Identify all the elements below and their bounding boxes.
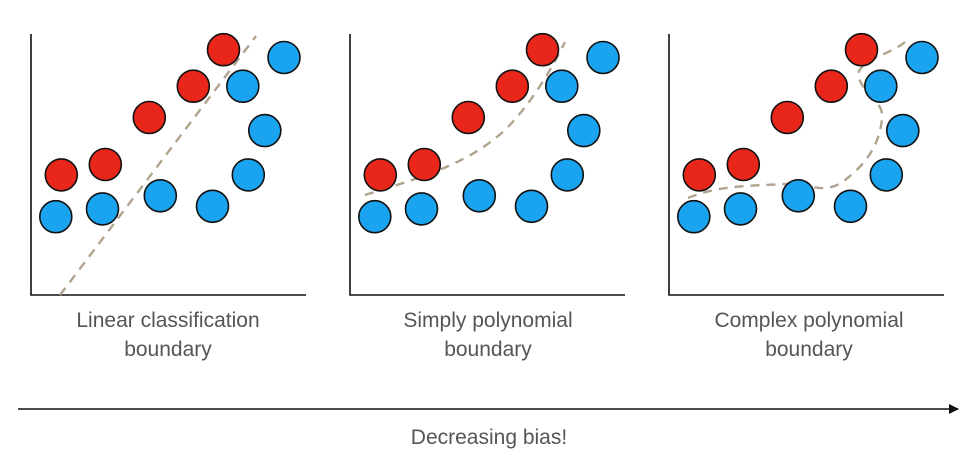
blue-point-6: [85, 192, 120, 226]
blue-point-12: [586, 40, 620, 75]
panel-simple-polynomial-boundary: [364, 41, 567, 197]
blue-point-10: [885, 113, 920, 148]
panel-simple-polynomial-caption-line1: Simply polynomial: [403, 309, 572, 332]
red-point-3: [176, 69, 211, 103]
red-point-2: [770, 100, 805, 135]
red-point-0: [682, 158, 717, 192]
blue-point-12: [267, 40, 301, 75]
red-point-1: [88, 147, 123, 182]
blue-point-9: [869, 158, 904, 192]
blue-point-5: [38, 199, 73, 234]
blue-point-10: [566, 113, 601, 148]
red-point-0: [44, 158, 79, 192]
panel-linear-caption-line2: boundary: [124, 338, 212, 361]
blue-point-7: [781, 179, 816, 213]
blue-point-11: [226, 69, 260, 103]
blue-point-8: [195, 189, 230, 224]
blue-point-8: [514, 189, 549, 224]
red-point-2: [451, 100, 486, 135]
panel-simple-polynomial: Simply polynomial boundary: [349, 32, 625, 361]
blue-point-10: [247, 113, 282, 148]
blue-point-7: [462, 179, 497, 213]
red-point-4: [844, 32, 879, 67]
panel-linear-boundary: [59, 35, 257, 296]
red-point-3: [814, 69, 849, 103]
panel-simple-polynomial-axes: [349, 34, 625, 296]
panel-complex-polynomial-axes: [668, 34, 944, 296]
red-point-2: [132, 100, 167, 135]
panel-linear-points: [38, 32, 301, 234]
blue-point-6: [404, 192, 439, 226]
panel-linear-caption-line1: Linear classification: [76, 309, 259, 332]
bias-arrow-label: Decreasing bias!: [411, 426, 567, 449]
blue-point-5: [357, 199, 392, 234]
red-point-4: [525, 32, 560, 67]
blue-point-9: [231, 158, 266, 192]
panel-complex-polynomial: Complex polynomial boundary: [668, 32, 944, 361]
panel-complex-polynomial-points: [676, 32, 939, 234]
blue-point-8: [833, 189, 868, 224]
red-point-1: [726, 147, 761, 182]
red-point-4: [206, 32, 241, 67]
panel-simple-polynomial-caption-line2: boundary: [444, 338, 532, 361]
panel-complex-polynomial-caption-line1: Complex polynomial: [714, 309, 903, 332]
blue-point-12: [905, 40, 939, 75]
panel-linear-axes: [30, 34, 306, 296]
panel-linear: Linear classification boundary: [30, 32, 306, 361]
red-point-1: [407, 147, 442, 182]
panel-simple-polynomial-points: [357, 32, 620, 234]
panel-complex-polynomial-caption-line2: boundary: [765, 338, 853, 361]
red-point-3: [495, 69, 530, 103]
red-point-0: [363, 158, 398, 192]
blue-point-11: [863, 69, 898, 103]
bias-arrow: Decreasing bias!: [18, 404, 959, 449]
blue-point-9: [550, 158, 585, 192]
blue-point-5: [676, 199, 711, 234]
blue-point-7: [143, 179, 178, 213]
blue-point-11: [544, 69, 579, 103]
blue-point-6: [723, 192, 758, 226]
panel-complex-polynomial-boundary: [687, 41, 906, 200]
